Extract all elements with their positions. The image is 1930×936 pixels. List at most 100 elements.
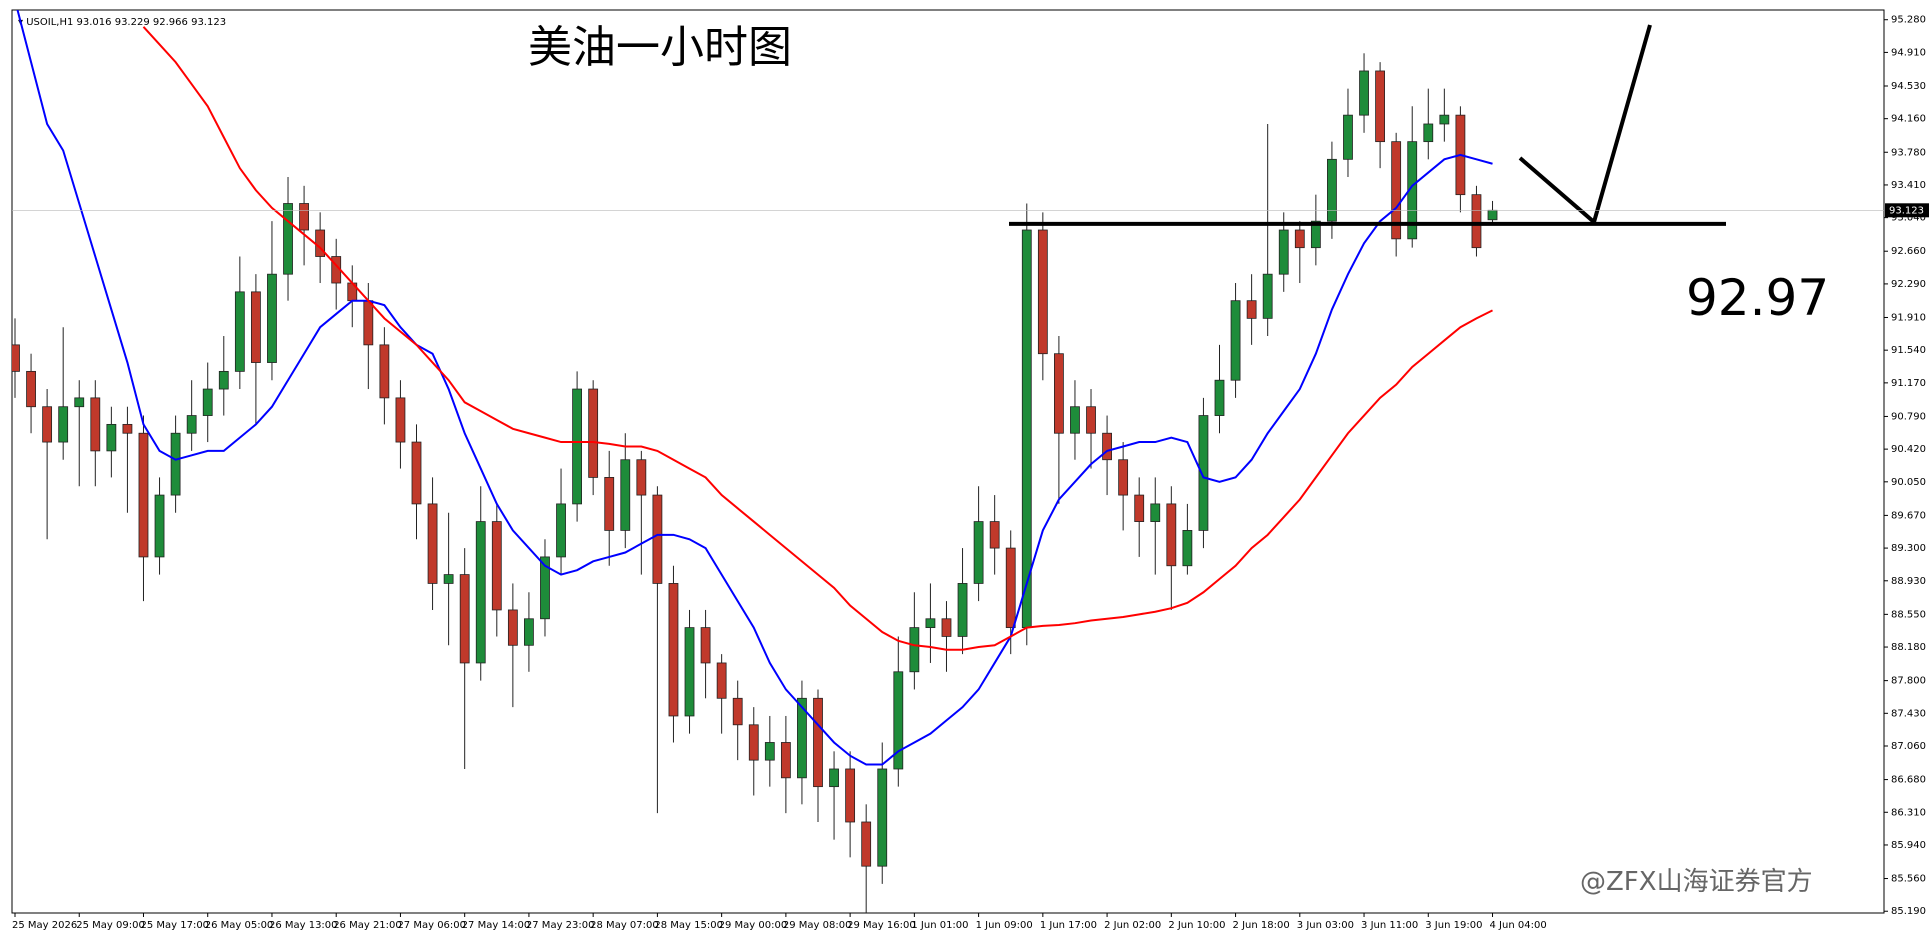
candle-body (1134, 494, 1145, 522)
candle-body (893, 671, 904, 770)
candle-body (668, 583, 679, 717)
x-tick-label: 27 May 23:00 (526, 920, 595, 931)
candle-body (363, 300, 374, 346)
x-tick-label: 29 May 08:00 (783, 920, 852, 931)
candle-body (459, 574, 470, 664)
y-tick-label: 90.050 (1891, 477, 1926, 488)
y-tick-label: 85.560 (1891, 874, 1926, 885)
candle-body (732, 697, 743, 726)
candle-body (1005, 547, 1016, 629)
y-tick-label: 93.410 (1891, 180, 1926, 191)
y-tick-label: 89.300 (1891, 543, 1926, 554)
candle-body (122, 423, 133, 434)
candle-body (540, 556, 550, 620)
candle-body (1487, 209, 1498, 221)
candle-body (379, 344, 390, 399)
candle-body (957, 583, 968, 637)
ma-line (16, 10, 1493, 766)
candle-body (26, 370, 36, 408)
header-open: 93.016 (77, 17, 112, 28)
candle-body (186, 415, 197, 434)
candle-body (234, 291, 245, 372)
y-tick-label: 94.530 (1891, 81, 1926, 92)
candle-body (1021, 229, 1032, 629)
candle-body (42, 406, 53, 443)
candle-body (588, 388, 599, 478)
y-tick-label: 85.940 (1891, 840, 1926, 851)
symbol: USOIL,H1 (26, 17, 73, 28)
x-tick-label: 26 May 13:00 (269, 920, 338, 931)
candle-body (267, 273, 277, 363)
candle-body (524, 618, 534, 646)
candle-body (1246, 300, 1257, 319)
candle-body (218, 370, 229, 390)
x-tick-label: 2 Jun 10:00 (1168, 920, 1225, 931)
y-tick-label: 94.160 (1891, 114, 1926, 125)
y-tick-label: 92.290 (1891, 279, 1926, 290)
candle-body (154, 494, 165, 558)
y-tick-label: 87.800 (1891, 676, 1926, 687)
candle-body (684, 627, 695, 717)
candle-body (556, 503, 566, 558)
candle-body (74, 397, 85, 408)
x-tick-label: 25 May 09:00 (76, 920, 145, 931)
candle-body (90, 397, 101, 452)
candle-body (973, 521, 984, 584)
candle-body (202, 388, 213, 416)
x-tick-label: 3 Jun 11:00 (1361, 920, 1418, 931)
x-tick-label: 27 May 14:00 (462, 920, 531, 931)
candle-body (1230, 300, 1241, 381)
candle-body (877, 768, 888, 867)
x-tick-label: 29 May 00:00 (719, 920, 788, 931)
x-tick-label: 27 May 06:00 (397, 920, 466, 931)
candle-body (1471, 194, 1482, 249)
candle-body (636, 459, 647, 496)
candle-body (395, 397, 406, 443)
candle-body (1150, 503, 1161, 522)
price-tag (1885, 203, 1929, 218)
candle-body (1214, 379, 1225, 416)
candle-body (1070, 406, 1080, 434)
candle-body (813, 697, 823, 788)
candle-body (12, 344, 20, 372)
candle-body (1086, 406, 1096, 434)
candle-body (1037, 229, 1048, 355)
candle-body (1407, 141, 1418, 240)
y-tick-label: 94.910 (1891, 47, 1926, 58)
x-tick-label: 26 May 21:00 (333, 920, 402, 931)
x-tick-label: 28 May 15:00 (654, 920, 723, 931)
candle-body (748, 724, 759, 761)
y-tick-label: 88.180 (1891, 642, 1926, 653)
candle-body (475, 521, 486, 664)
candle-body (764, 742, 775, 761)
y-tick-label: 93.040 (1891, 213, 1926, 224)
x-tick-label: 1 Jun 17:00 (1040, 920, 1097, 931)
candle-body (411, 441, 422, 505)
ma-line (142, 26, 1493, 651)
candle-body (572, 388, 582, 505)
candle-body (299, 203, 309, 231)
candle-body (1182, 530, 1193, 567)
candle-body (1262, 273, 1273, 319)
x-tick-label: 2 Jun 18:00 (1233, 920, 1290, 931)
candle-body (716, 662, 727, 699)
header-low: 92.966 (153, 17, 188, 28)
header-high: 93.229 (115, 17, 150, 28)
candle-body (58, 406, 69, 443)
candle-body (1198, 415, 1209, 531)
candle-body (829, 768, 839, 788)
candle-body (845, 768, 856, 823)
candle-body (780, 742, 791, 779)
y-tick-label: 91.910 (1891, 312, 1926, 323)
candle-body (1278, 229, 1289, 275)
candle-body (925, 618, 936, 629)
x-tick-label: 28 May 07:00 (590, 920, 659, 931)
x-tick-label: 26 May 05:00 (205, 920, 274, 931)
candle-body (1054, 353, 1064, 434)
candle-body (138, 432, 149, 558)
candle-body (1294, 229, 1305, 249)
y-tick-label: 90.420 (1891, 444, 1926, 455)
candle-body (443, 574, 454, 584)
candle-body (1327, 158, 1337, 222)
